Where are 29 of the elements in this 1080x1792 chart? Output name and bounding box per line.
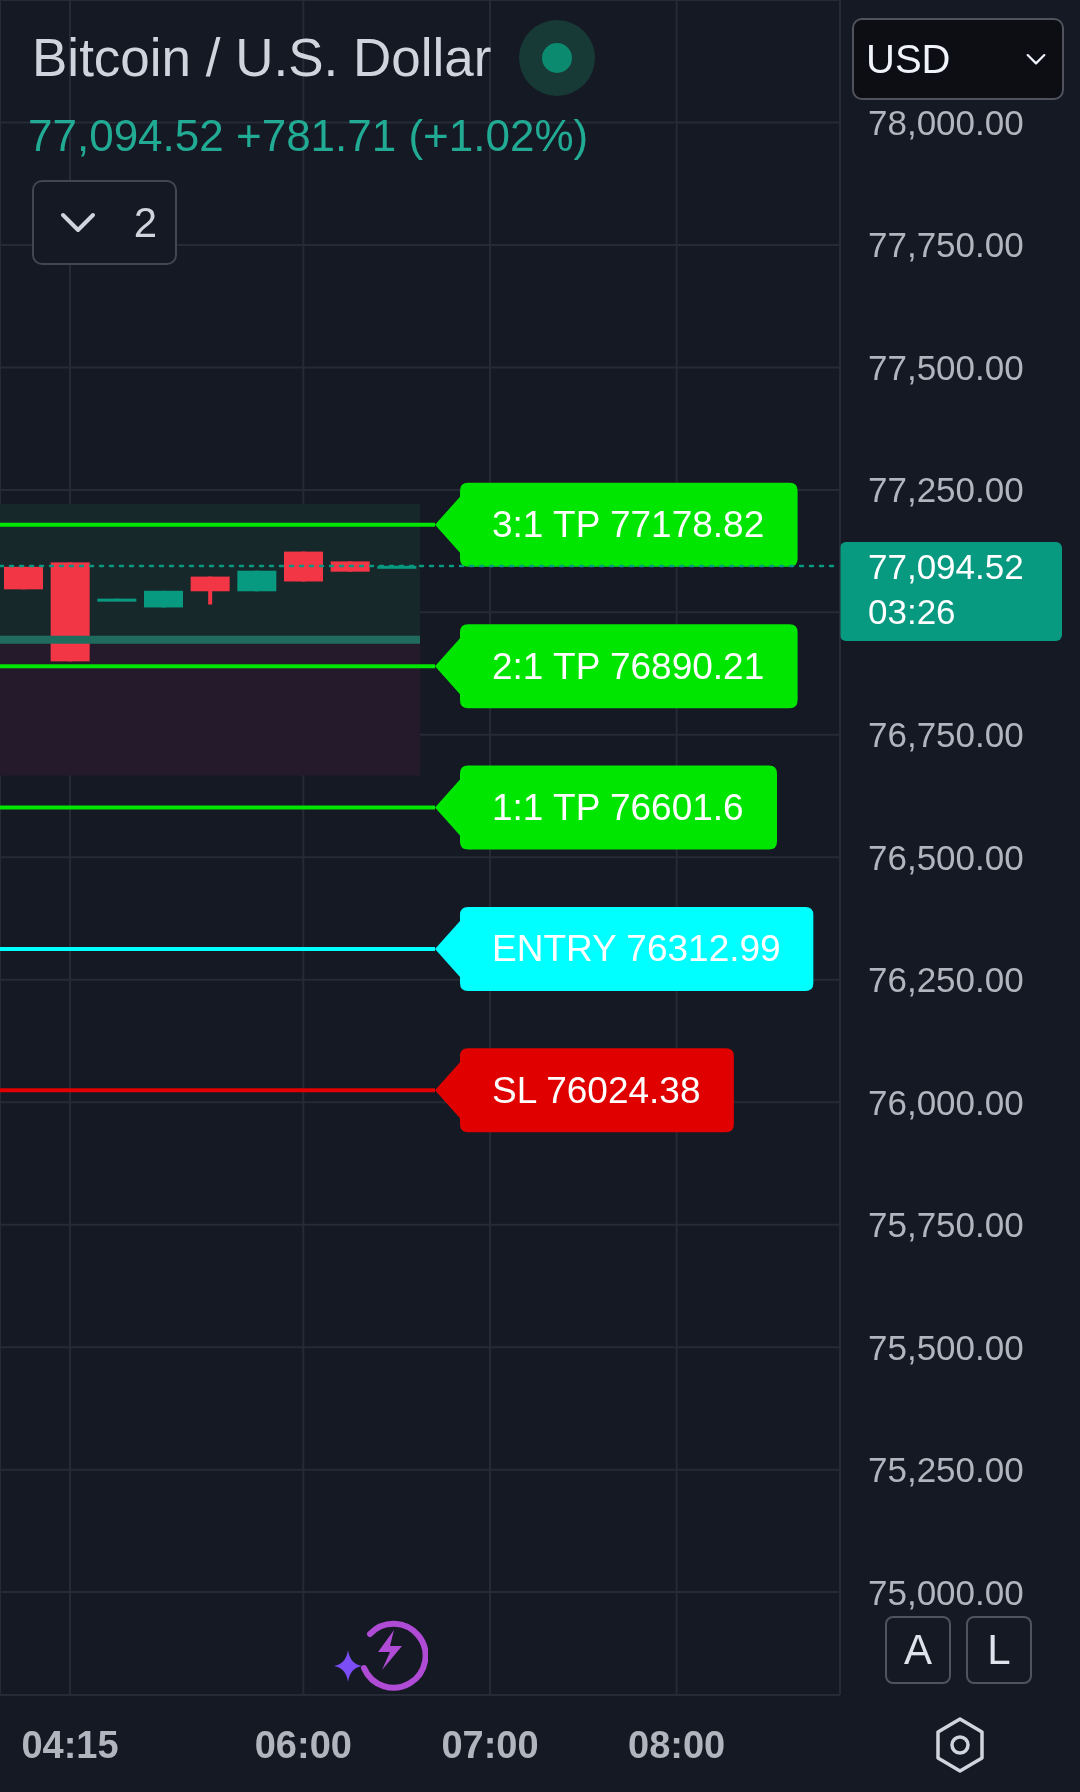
x-tick-label: 06:00 (254, 1724, 352, 1766)
y-tick-label: 76,500.00 (868, 837, 1024, 877)
dropdown: USD (852, 18, 1064, 100)
x-tick-label: 07:00 (441, 1724, 539, 1766)
y-tick-label: 75,000.00 (868, 1572, 1024, 1612)
y-tick-label: 75,500.00 (868, 1327, 1024, 1367)
ref-line-label: 1:1 TP 76601.6 (492, 787, 744, 829)
ref-line-label: SL 76024.38 (492, 1069, 701, 1111)
ref-line-label: 2:1 TP 76890.21 (492, 645, 765, 687)
text: 77,094.52 +781.71 (+1.02%) (28, 110, 589, 162)
x-tick-label: 04:15 (21, 1724, 119, 1766)
toggle-button: A (885, 1616, 951, 1684)
y-tick-label: 76,750.00 (868, 715, 1024, 755)
y-tick-label: 77,500.00 (868, 347, 1024, 387)
ref-line-label: 3:1 TP 77178.82 (492, 504, 765, 546)
y-tick-label: 77,250.00 (868, 470, 1024, 510)
ref-line-label: 77,094.52 03:26 (868, 546, 1024, 631)
toggle-button: L (966, 1616, 1032, 1684)
dropdown-button: 2 (32, 180, 177, 265)
y-tick-label: 75,250.00 (868, 1450, 1024, 1490)
ref-line-label: ENTRY 76312.99 (492, 928, 781, 970)
y-tick-label: 76,000.00 (868, 1082, 1024, 1122)
y-tick-label: 78,000.00 (868, 102, 1024, 142)
y-tick-label: 77,750.00 (868, 225, 1024, 265)
y-tick-label: 76,250.00 (868, 960, 1024, 1000)
text: Bitcoin / U.S. Dollar (32, 27, 492, 89)
x-tick-label: 08:00 (628, 1724, 726, 1766)
annotation: 2 (133, 198, 157, 247)
y-tick-label: 75,750.00 (868, 1205, 1024, 1245)
